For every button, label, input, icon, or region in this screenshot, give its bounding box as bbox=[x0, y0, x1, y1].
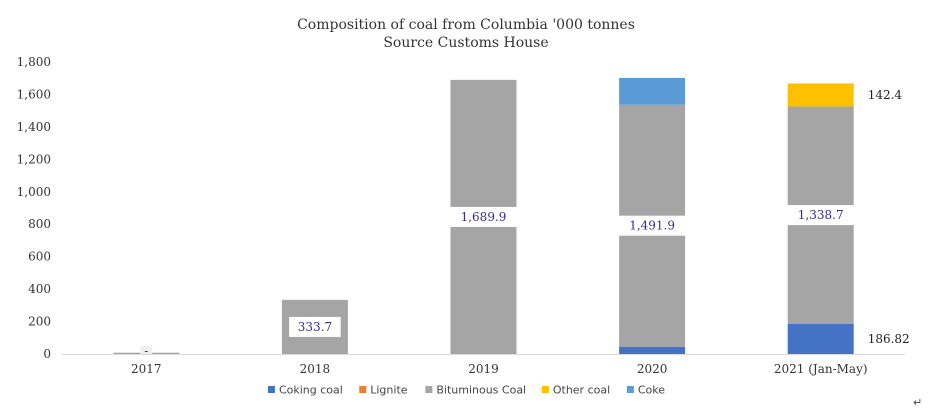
y-tick-label: 800 bbox=[28, 217, 51, 231]
legend-swatch bbox=[541, 386, 549, 393]
chart-title: Composition of coal from Columbia '000 t… bbox=[297, 17, 635, 51]
legend-item: Bituminous Coal bbox=[425, 384, 526, 397]
y-tick-label: 200 bbox=[28, 315, 51, 329]
data-label-text: 1,491.9 bbox=[629, 219, 675, 233]
y-tick-label: 400 bbox=[28, 282, 51, 296]
x-tick-label: 2020 bbox=[637, 362, 668, 376]
y-tick-label: 0 bbox=[43, 347, 51, 361]
data-label-text: 333.7 bbox=[298, 320, 332, 334]
bar-segment bbox=[787, 83, 854, 107]
data-label: 1,689.9 bbox=[450, 206, 517, 227]
bar-segment bbox=[619, 346, 686, 354]
legend-item: Coking coal bbox=[267, 384, 343, 397]
data-label-box bbox=[289, 316, 341, 337]
data-label-text: 1,338.7 bbox=[798, 208, 844, 222]
x-tick-label: 2017 bbox=[131, 362, 162, 376]
legend-label: Coke bbox=[638, 384, 665, 397]
bar-segment bbox=[619, 77, 686, 105]
x-tick-label: 2021 (Jan-May) bbox=[774, 362, 868, 376]
legend-swatch bbox=[425, 386, 433, 393]
chart-subtitle-line: Source Customs House bbox=[383, 35, 548, 51]
y-tick-label: 1,000 bbox=[17, 185, 51, 199]
legend-label: Bituminous Coal bbox=[436, 384, 526, 397]
legend-label: Lignite bbox=[370, 384, 408, 397]
data-label-text: 1,689.9 bbox=[461, 210, 507, 224]
data-labels-layer: - 333.7 1,689.9 1,491.9 1,338.7 142.4 186.82 bbox=[140, 88, 910, 358]
data-label-box bbox=[787, 205, 854, 226]
return-glyph: ↵ bbox=[913, 396, 923, 409]
data-label: - bbox=[140, 344, 153, 358]
y-tick-label: 600 bbox=[28, 250, 51, 264]
bar-segment bbox=[787, 323, 854, 354]
data-label-text: - bbox=[144, 344, 148, 358]
data-label: 1,491.9 bbox=[618, 215, 686, 236]
data-label-outside: 142.4 bbox=[868, 88, 903, 102]
data-label-box bbox=[450, 206, 517, 227]
data-label: 1,338.7 bbox=[787, 205, 854, 226]
data-label: 333.7 bbox=[289, 316, 341, 337]
legend-label: Other coal bbox=[553, 384, 610, 397]
data-label-box bbox=[618, 215, 686, 236]
legend-item: Other coal bbox=[541, 384, 610, 397]
legend-swatch bbox=[626, 386, 634, 393]
y-tick-label: 1,600 bbox=[17, 87, 51, 101]
data-label-box bbox=[140, 346, 153, 354]
legend-item: Lignite bbox=[359, 384, 408, 397]
y-axis: 0 200 400 600 800 1,000 1,200 1,400 1,600 1,800 bbox=[17, 55, 51, 361]
legend-item: Coke bbox=[626, 384, 665, 397]
chart-title-line: Composition of coal from Columbia '000 t… bbox=[297, 17, 635, 33]
x-tick-label: 2018 bbox=[300, 362, 331, 376]
y-tick-label: 1,200 bbox=[17, 152, 51, 166]
y-tick-label: 1,800 bbox=[17, 55, 51, 69]
legend-swatch bbox=[359, 386, 367, 393]
legend: Coking coal Lignite Bituminous Coal Other c… bbox=[267, 384, 665, 397]
legend-swatch bbox=[267, 386, 275, 393]
legend-label: Coking coal bbox=[279, 384, 343, 397]
x-axis: 2017 2018 2019 2020 2021 (Jan-May) bbox=[62, 354, 905, 376]
x-tick-label: 2019 bbox=[468, 362, 499, 376]
data-label-outside: 186.82 bbox=[868, 332, 910, 346]
y-tick-label: 1,400 bbox=[17, 120, 51, 134]
